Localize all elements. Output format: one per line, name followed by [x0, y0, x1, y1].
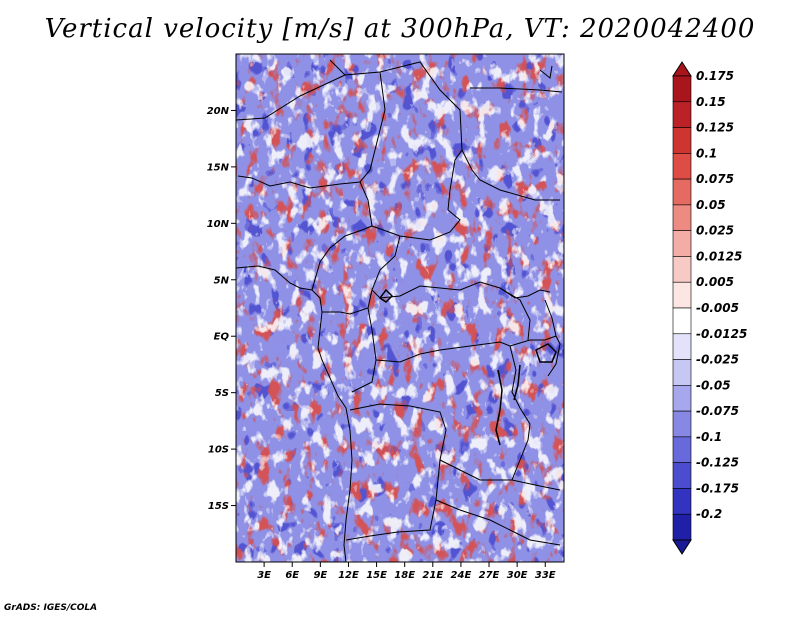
- colorbar-swatch: [672, 178, 692, 206]
- lon-tick-label: 6E: [285, 570, 299, 581]
- grads-credit: GrADS: IGES/COLA: [4, 603, 98, 613]
- colorbar-swatch: [672, 307, 692, 335]
- colorbar-label: -0.0125: [696, 327, 747, 341]
- colorbar-swatch: [672, 281, 692, 309]
- lat-tick-label: 10S: [208, 445, 229, 456]
- lon-tick-label: 21E: [422, 570, 443, 581]
- lat-tick-label: 5N: [214, 275, 230, 286]
- colorbar-label: -0.1: [696, 430, 722, 444]
- colorbar-label: 0.15: [696, 95, 726, 109]
- colorbar-label: -0.075: [696, 404, 739, 418]
- lat-tick-label: 5S: [215, 388, 229, 399]
- colorbar-swatch: [672, 436, 692, 463]
- lon-tick-label: 24E: [451, 570, 472, 581]
- lon-tick-label: 33E: [535, 570, 556, 581]
- colorbar-label: -0.05: [696, 378, 731, 392]
- colorbar-swatch: [672, 410, 692, 438]
- colorbar-label: 0.175: [696, 69, 734, 83]
- colorbar-label: -0.005: [696, 301, 739, 315]
- lon-tick-label: 27E: [479, 570, 500, 581]
- colorbar-swatch: [672, 127, 692, 154]
- colorbar-swatch: [672, 204, 692, 231]
- colorbar-label: 0.075: [696, 172, 734, 186]
- colorbar-swatch: [672, 488, 692, 515]
- colorbar-label: -0.175: [696, 481, 739, 495]
- lon-tick-label: 30E: [507, 570, 528, 581]
- colorbar: 0.175 0.15 0.125 0.1 0.075 0.05 0.025 0.0125 0.0…: [672, 61, 747, 555]
- lat-tick-label: 15S: [208, 501, 229, 512]
- colorbar-label: -0.125: [696, 456, 739, 470]
- boundaries: [236, 59, 563, 562]
- lat-tick-label: 20N: [207, 106, 230, 117]
- longitude-axis: 3E 6E 9E 12E 15E 18E 21E 24E 27E 30E 33E: [257, 562, 556, 581]
- colorbar-swatch: [672, 153, 692, 180]
- latitude-axis: 20N 15N 10N 5N EQ 5S 10S 15S: [207, 106, 236, 512]
- lon-tick-label: 12E: [338, 570, 359, 581]
- colorbar-label: 0.05: [696, 198, 726, 212]
- colorbar-label: 0.125: [696, 121, 734, 135]
- velocity-field: [236, 54, 564, 562]
- colorbar-swatch: [672, 513, 692, 541]
- colorbar-label: -0.2: [696, 507, 722, 521]
- colorbar-swatch: [672, 75, 692, 103]
- lon-tick-label: 3E: [257, 570, 271, 581]
- plot-frame: [235, 53, 565, 563]
- colorbar-label: 0.0125: [696, 249, 742, 263]
- colorbar-swatch: [672, 462, 692, 489]
- colorbar-swatch: [672, 256, 692, 283]
- colorbar-swatch: [672, 230, 692, 257]
- colorbar-label: 0.025: [696, 224, 734, 238]
- colorbar-swatch: [672, 333, 692, 360]
- colorbar-over-arrow: [672, 61, 692, 77]
- map-title: Vertical velocity [m/s] at 300hPa, VT: 2…: [44, 14, 756, 44]
- colorbar-under-arrow: [672, 539, 692, 555]
- colorbar-swatch: [672, 359, 692, 386]
- colorbar-label: -0.025: [696, 353, 739, 367]
- lat-tick-label: 15N: [207, 162, 230, 173]
- lon-tick-label: 18E: [394, 570, 415, 581]
- lon-tick-label: 15E: [366, 570, 387, 581]
- colorbar-swatch: [672, 385, 692, 412]
- lat-tick-label: 10N: [207, 219, 230, 230]
- colorbar-label: 0.005: [696, 275, 734, 289]
- colorbar-swatch: [672, 101, 692, 128]
- lon-tick-label: 9E: [313, 570, 327, 581]
- lat-tick-label: EQ: [214, 332, 230, 343]
- colorbar-label: 0.1: [696, 146, 717, 160]
